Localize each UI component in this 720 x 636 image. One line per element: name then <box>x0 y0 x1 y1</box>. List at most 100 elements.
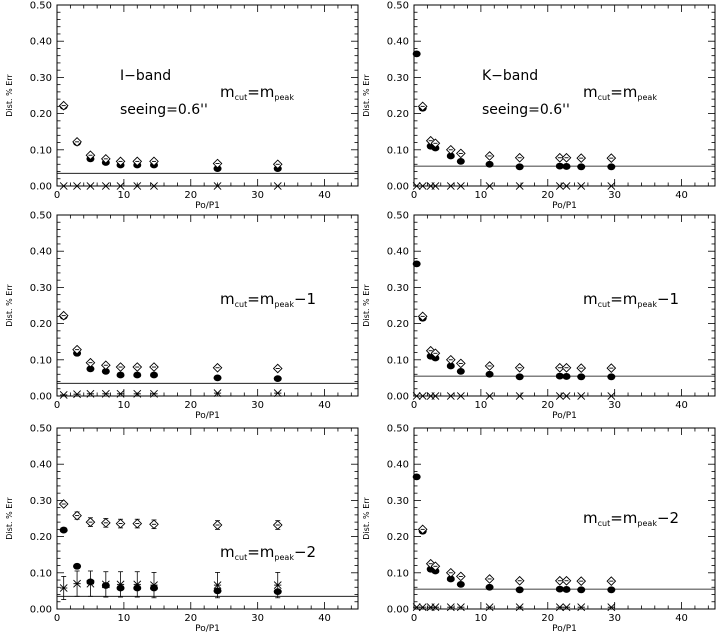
asterisk-point <box>101 580 110 589</box>
x-tick-label: 10 <box>475 400 488 411</box>
x-tick-label: 40 <box>318 190 331 201</box>
x-tick-label: 30 <box>251 190 264 201</box>
x-axis-label: Po/P1 <box>195 411 220 421</box>
asterisk-point <box>213 389 222 398</box>
open-diamond-point <box>554 575 565 586</box>
series-asterisk <box>59 182 282 190</box>
asterisk-point <box>86 389 95 398</box>
panel-1: 0 10 20 30 40 0.00 0.10 0.20 0.30 0.40 0.50 Po/P1 Di… <box>5 1 359 211</box>
series-asterisk <box>412 603 616 612</box>
y-tick-label: 0.50 <box>387 211 409 222</box>
filled-circle-point <box>607 586 616 594</box>
y-tick-label: 0.40 <box>30 460 52 471</box>
y-tick-label: 0.50 <box>30 1 52 12</box>
asterisk-point <box>73 182 81 190</box>
filled-circle-point <box>485 370 494 378</box>
asterisk-point <box>150 389 158 398</box>
y-tick-label: 0.00 <box>387 605 409 616</box>
y-tick-label: 0.30 <box>30 283 52 294</box>
filled-circle-point <box>456 367 465 375</box>
series-open-diamond <box>58 499 283 530</box>
y-tick-label: 0.00 <box>387 392 409 403</box>
asterisk-point <box>86 579 95 588</box>
filled-circle-point <box>515 163 524 171</box>
open-diamond-point <box>417 311 428 322</box>
open-diamond-point <box>132 156 143 167</box>
asterisk-point <box>73 579 81 588</box>
y-tick-label: 0.30 <box>387 496 409 507</box>
y-tick-label: 0.20 <box>387 109 409 120</box>
open-diamond-point <box>455 358 466 369</box>
open-diamond-point <box>445 144 456 155</box>
y-tick-label: 0.40 <box>30 247 52 258</box>
asterisk-point <box>485 603 494 612</box>
asterisk-point <box>577 392 586 400</box>
open-diamond-point <box>85 517 96 527</box>
open-diamond-point <box>576 153 587 163</box>
open-diamond-point <box>272 363 283 374</box>
y-axis-label: Dist. % Err <box>5 284 14 327</box>
open-diamond-point <box>554 152 565 163</box>
x-tick-label: 10 <box>118 190 131 201</box>
asterisk-point <box>150 581 158 590</box>
x-tick-label: 0 <box>411 400 417 411</box>
mcut-label: mcut=mpeak−1 <box>583 290 679 309</box>
y-tick-label: 0.10 <box>387 355 409 366</box>
asterisk-point <box>431 392 440 400</box>
filled-circle-point <box>485 583 494 591</box>
asterisk-point <box>562 603 571 612</box>
y-tick-label: 0.30 <box>387 73 409 84</box>
open-diamond-point <box>561 362 572 373</box>
y-tick-label: 0.20 <box>30 109 52 120</box>
x-tick-label: 20 <box>184 190 197 201</box>
open-diamond-point <box>430 561 441 572</box>
x-tick-label: 20 <box>541 400 554 411</box>
filled-circle-point <box>446 362 455 370</box>
open-diamond-point <box>514 152 525 163</box>
open-diamond-point <box>115 156 126 167</box>
y-tick-label: 0.20 <box>30 532 52 543</box>
asterisk-point <box>133 389 142 398</box>
filled-circle-point <box>149 371 158 379</box>
open-diamond-point <box>149 156 159 167</box>
asterisk-point <box>607 392 616 400</box>
panel-6: 0 10 20 30 40 0.00 0.10 0.20 0.30 0.40 0.50 Po/P1 Di… <box>362 424 716 634</box>
filled-circle-point <box>412 50 421 58</box>
open-diamond-point <box>72 136 82 147</box>
y-tick-label: 0.20 <box>387 532 409 543</box>
open-diamond-point <box>514 575 525 586</box>
series-filled-circle <box>412 473 616 594</box>
asterisk-point <box>73 390 81 399</box>
asterisk-point <box>446 182 455 190</box>
open-diamond-point <box>85 357 96 368</box>
y-tick-label: 0.30 <box>30 496 52 507</box>
x-tick-label: 20 <box>184 613 197 624</box>
mcut-label: mcut=mpeak <box>220 83 294 102</box>
x-tick-label: 0 <box>54 190 60 201</box>
asterisk-point <box>456 392 465 400</box>
series-asterisk <box>59 389 282 399</box>
x-axis-label: Po/P1 <box>552 411 577 421</box>
series-asterisk <box>59 570 282 600</box>
band-label: I−band <box>120 68 171 84</box>
asterisk-point <box>607 182 616 190</box>
y-tick-label: 0.50 <box>30 424 52 435</box>
asterisk-point <box>555 182 564 190</box>
filled-circle-point <box>607 373 616 381</box>
asterisk-point <box>418 392 427 400</box>
filled-circle-point <box>456 580 465 588</box>
filled-circle-point <box>562 373 571 380</box>
asterisk-point <box>101 182 110 190</box>
y-tick-label: 0.00 <box>30 605 52 616</box>
filled-circle-point <box>555 585 564 593</box>
series-open-diamond <box>417 524 617 586</box>
filled-circle-point <box>485 160 494 168</box>
asterisk-point <box>577 182 586 190</box>
x-tick-label: 20 <box>541 613 554 624</box>
open-diamond-point <box>417 524 428 535</box>
open-diamond-point <box>115 518 126 529</box>
asterisk-point <box>101 389 110 398</box>
open-diamond-point <box>132 362 143 372</box>
open-diamond-point <box>58 499 69 509</box>
panel-2: 0 10 20 30 40 0.00 0.10 0.20 0.30 0.40 0.50 Po/P1 Di… <box>362 1 716 211</box>
